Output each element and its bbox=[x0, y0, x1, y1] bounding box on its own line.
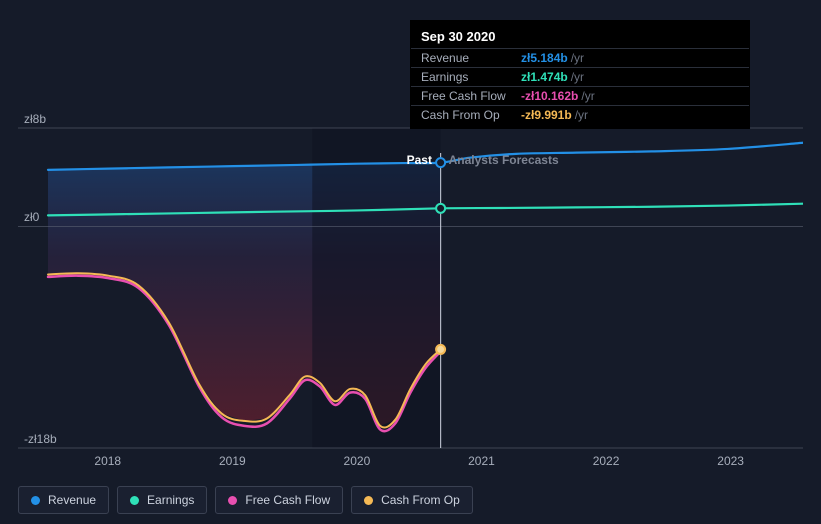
tooltip-metric-unit: /yr bbox=[571, 70, 584, 84]
tooltip-metric-unit: /yr bbox=[575, 108, 588, 122]
tooltip-metric-unit: /yr bbox=[571, 51, 584, 65]
forecast-label: Analysts Forecasts bbox=[449, 153, 559, 167]
tooltip-metric-label: Cash From Op bbox=[421, 108, 521, 122]
x-tick-label: 2022 bbox=[593, 454, 620, 468]
tooltip-metric-value: zł5.184b bbox=[521, 51, 568, 65]
y-tick-label: zł0 bbox=[24, 210, 39, 224]
x-tick-label: 2019 bbox=[219, 454, 246, 468]
legend-dot-icon bbox=[228, 496, 237, 505]
tooltip-metric-value: -zł9.991b bbox=[521, 108, 572, 122]
tooltip-metric-value: zł1.474b bbox=[521, 70, 568, 84]
legend-dot-icon bbox=[31, 496, 40, 505]
x-tick-label: 2021 bbox=[468, 454, 495, 468]
tooltip-metric-value: -zł10.162b bbox=[521, 89, 578, 103]
chart-tooltip: Sep 30 2020 Revenuezł5.184b/yrEarningszł… bbox=[410, 20, 750, 129]
legend-label: Free Cash Flow bbox=[245, 493, 330, 507]
tooltip-row: Cash From Op-zł9.991b/yr bbox=[411, 105, 749, 124]
tooltip-metric-label: Revenue bbox=[421, 51, 521, 65]
tooltip-metric-unit: /yr bbox=[581, 89, 594, 103]
marker-revenue bbox=[436, 158, 445, 167]
legend-label: Cash From Op bbox=[381, 493, 460, 507]
marker-cfo bbox=[436, 345, 445, 354]
x-tick-label: 2018 bbox=[94, 454, 121, 468]
legend-item-earnings[interactable]: Earnings bbox=[117, 486, 207, 514]
legend-label: Earnings bbox=[147, 493, 194, 507]
tooltip-row: Free Cash Flow-zł10.162b/yr bbox=[411, 86, 749, 105]
tooltip-row: Earningszł1.474b/yr bbox=[411, 67, 749, 86]
tooltip-metric-label: Earnings bbox=[421, 70, 521, 84]
past-label: Past bbox=[407, 153, 432, 167]
x-tick-label: 2020 bbox=[344, 454, 371, 468]
legend-item-revenue[interactable]: Revenue bbox=[18, 486, 109, 514]
y-tick-label: -zł18b bbox=[24, 432, 57, 446]
tooltip-metric-label: Free Cash Flow bbox=[421, 89, 521, 103]
legend-item-free-cash-flow[interactable]: Free Cash Flow bbox=[215, 486, 343, 514]
legend-label: Revenue bbox=[48, 493, 96, 507]
legend-item-cash-from-op[interactable]: Cash From Op bbox=[351, 486, 473, 514]
x-tick-label: 2023 bbox=[717, 454, 744, 468]
tooltip-date: Sep 30 2020 bbox=[411, 25, 749, 48]
marker-earnings bbox=[436, 204, 445, 213]
tooltip-row: Revenuezł5.184b/yr bbox=[411, 48, 749, 67]
legend-dot-icon bbox=[130, 496, 139, 505]
y-tick-label: zł8b bbox=[24, 112, 46, 126]
legend-dot-icon bbox=[364, 496, 373, 505]
chart-legend: Revenue Earnings Free Cash Flow Cash From O… bbox=[18, 486, 473, 514]
